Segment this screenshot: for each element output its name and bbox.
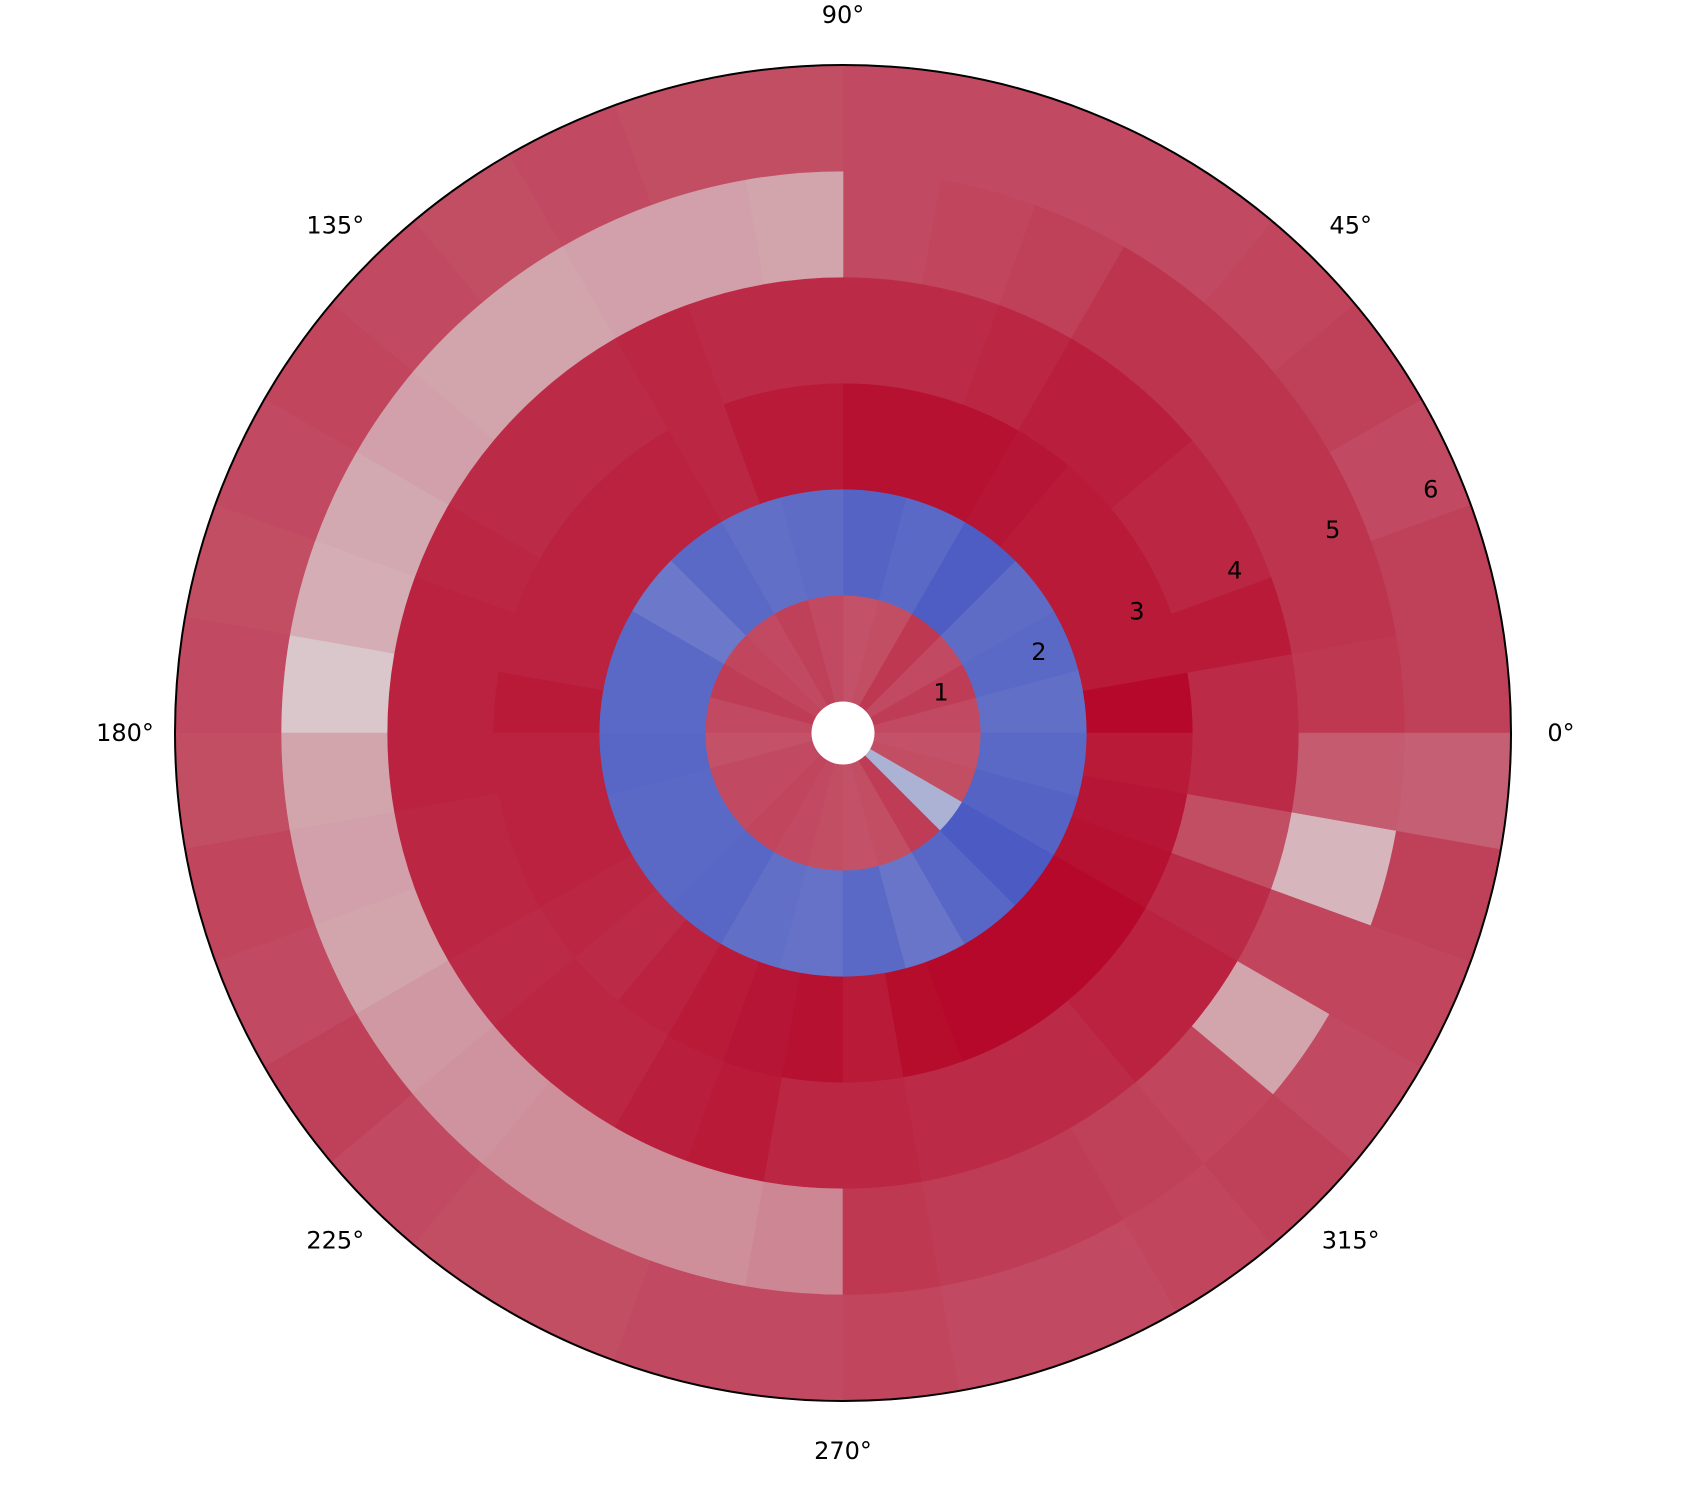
heatmap-cell-ring6-bin9 — [842, 64, 960, 180]
angle-tick-label-225: 225° — [306, 1227, 364, 1255]
heatmap-cell-ring6-bin1 — [1396, 616, 1512, 734]
angle-tick-label-90: 90° — [822, 1, 865, 29]
polar-axis-frame — [174, 64, 1512, 1402]
angle-tick-label-0: 0° — [1547, 719, 1574, 747]
heatmap-cell-ring6-bin27 — [726, 1286, 844, 1402]
radius-tick-label-2: 2 — [1031, 638, 1046, 666]
angle-tick-label-180: 180° — [96, 719, 154, 747]
radius-tick-label-6: 6 — [1423, 476, 1438, 504]
angle-tick-label-135: 135° — [306, 211, 364, 239]
radius-tick-label-1: 1 — [933, 678, 948, 706]
angle-tick-label-45: 45° — [1329, 211, 1372, 239]
heatmap-cells — [174, 64, 1512, 1402]
heatmap-cell-ring6-bin36 — [1396, 732, 1512, 850]
radius-tick-label-3: 3 — [1129, 597, 1144, 625]
angle-tick-label-270: 270° — [814, 1437, 872, 1465]
heatmap-cell-ring6-bin28 — [842, 1286, 960, 1402]
radius-tick-label-4: 4 — [1227, 557, 1242, 585]
heatmap-cell-ring6-bin19 — [174, 732, 290, 850]
radius-tick-label-5: 5 — [1325, 516, 1340, 544]
radius-tick-labels: 1 2 3 4 5 6 — [933, 476, 1438, 707]
heatmap-cell-ring6-bin10 — [726, 64, 844, 180]
angle-tick-label-315: 315° — [1322, 1227, 1380, 1255]
heatmap-cell-ring6-bin18 — [174, 616, 290, 734]
angle-tick-labels: 0° 45° 90° 135° 180° 225° 270° 315° — [96, 1, 1575, 1465]
